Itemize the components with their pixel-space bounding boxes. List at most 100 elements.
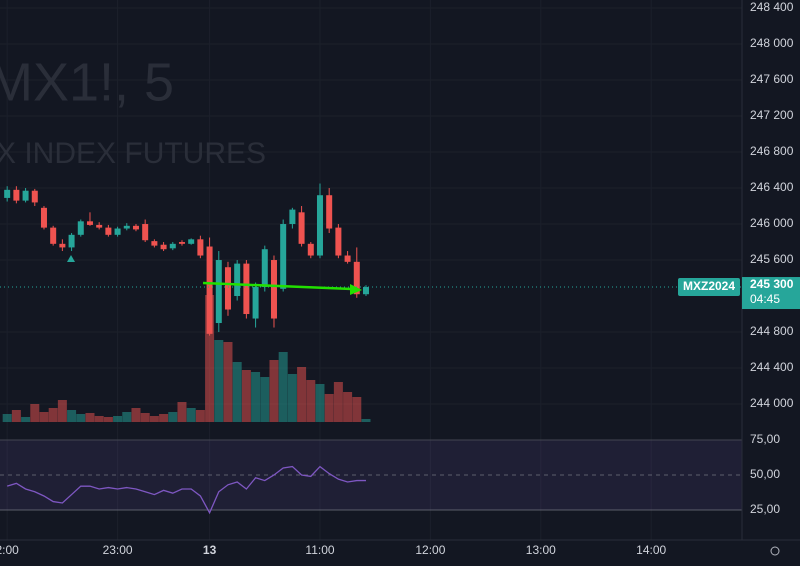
volume-bar [306, 380, 316, 422]
candle-body [50, 227, 57, 244]
y-tick-label: 246 000 [750, 216, 794, 230]
volume-bar [260, 377, 270, 422]
plot [0, 183, 742, 515]
volume-bar [159, 414, 169, 422]
candle-body [123, 225, 130, 229]
candle-body [215, 260, 222, 324]
rsi-line [6, 465, 366, 515]
candle-body [344, 255, 351, 262]
volume-bar [168, 412, 178, 422]
candle-body [280, 224, 287, 289]
candle-body [151, 241, 158, 246]
y-tick-label: 247 200 [750, 108, 794, 122]
candle-body [362, 287, 369, 295]
candle-body [96, 224, 103, 228]
x-tick-label: 2:00 [0, 543, 19, 557]
candle-body [243, 263, 250, 315]
candle-body [169, 243, 176, 249]
volume-bar [352, 397, 362, 422]
volume-bar [140, 413, 150, 422]
rsi-tick-label: 75,00 [750, 432, 780, 446]
volume-bar [205, 295, 215, 422]
candle-body [316, 195, 323, 256]
settings-icon[interactable] [770, 546, 780, 556]
candle-body [252, 287, 259, 319]
grid [0, 439, 742, 511]
watermark-title: MX1!, 5 [0, 52, 174, 112]
volume-bar [324, 394, 334, 422]
y-tick-label: 244 400 [750, 360, 794, 374]
candle-body [289, 209, 296, 225]
candle-body [114, 228, 121, 235]
volume-bar [30, 404, 40, 422]
volume-bar [232, 362, 242, 422]
volume-bar [214, 340, 224, 422]
volume-bar [103, 417, 113, 422]
volume-bar [361, 419, 371, 422]
candle-body [142, 224, 149, 241]
candle-body [77, 221, 84, 235]
candle-body [224, 267, 231, 310]
volume-bar [48, 408, 58, 422]
candle-body [4, 189, 11, 198]
volume-bar [113, 416, 123, 422]
candle-body [326, 195, 333, 229]
candle-body [307, 243, 314, 256]
volume-bar [241, 370, 251, 422]
contract-label: MXZ2024 [683, 279, 735, 293]
volume-bar [195, 410, 205, 422]
candle-body [353, 261, 360, 295]
x-tick-label: 14:00 [636, 543, 666, 557]
candle-body [206, 246, 213, 334]
drawn-arrow [202, 281, 353, 291]
volume-bar [21, 417, 31, 422]
x-tick-label: 12:00 [415, 543, 445, 557]
last-price-box [742, 277, 800, 310]
y-tick-label: 245 600 [750, 252, 794, 266]
candle-body [59, 243, 66, 248]
volume-bar [269, 360, 279, 422]
volume-bar [297, 367, 307, 422]
volume-bar [76, 414, 86, 422]
signal-marker [67, 255, 75, 262]
candle-body [105, 227, 112, 235]
y-tick-label: 244 800 [750, 324, 794, 338]
y-tick-label: 247 600 [750, 72, 794, 86]
volume-bar [343, 392, 353, 422]
candle-body [13, 189, 20, 201]
x-tick-label: 13 [203, 543, 217, 557]
last-price-label: 245 300 [750, 277, 794, 291]
y-tick-label: 246 800 [750, 144, 794, 158]
candle-body [40, 207, 47, 228]
candle-body [188, 239, 195, 244]
y-tick-label: 248 000 [750, 36, 794, 50]
candle-body [160, 244, 167, 250]
volume-bar [67, 410, 77, 422]
rsi-tick-label: 50,00 [750, 467, 780, 481]
candle-body [234, 263, 241, 297]
candle-body [270, 260, 277, 319]
volume-bar [57, 400, 67, 422]
volume-bar [2, 414, 12, 422]
volume-bar [333, 382, 343, 422]
contract-box [678, 278, 740, 297]
candle-body [335, 227, 342, 256]
volume-bar [11, 410, 21, 422]
countdown-label: 04:45 [750, 292, 780, 306]
candle-body [197, 239, 204, 256]
volume-bar [94, 416, 104, 422]
y-tick-label: 248 400 [750, 0, 794, 14]
candle-body [31, 190, 38, 203]
y-tick-label: 246 400 [750, 180, 794, 194]
arrow-head [350, 284, 362, 295]
x-tick-label: 23:00 [103, 543, 133, 557]
candle-body [68, 234, 75, 248]
candle-body [22, 190, 29, 201]
volume-bar [278, 352, 288, 422]
watermark-description: X INDEX FUTURES [0, 137, 266, 170]
y-tick-label: 244 000 [750, 396, 794, 410]
volume-bar [39, 412, 49, 422]
